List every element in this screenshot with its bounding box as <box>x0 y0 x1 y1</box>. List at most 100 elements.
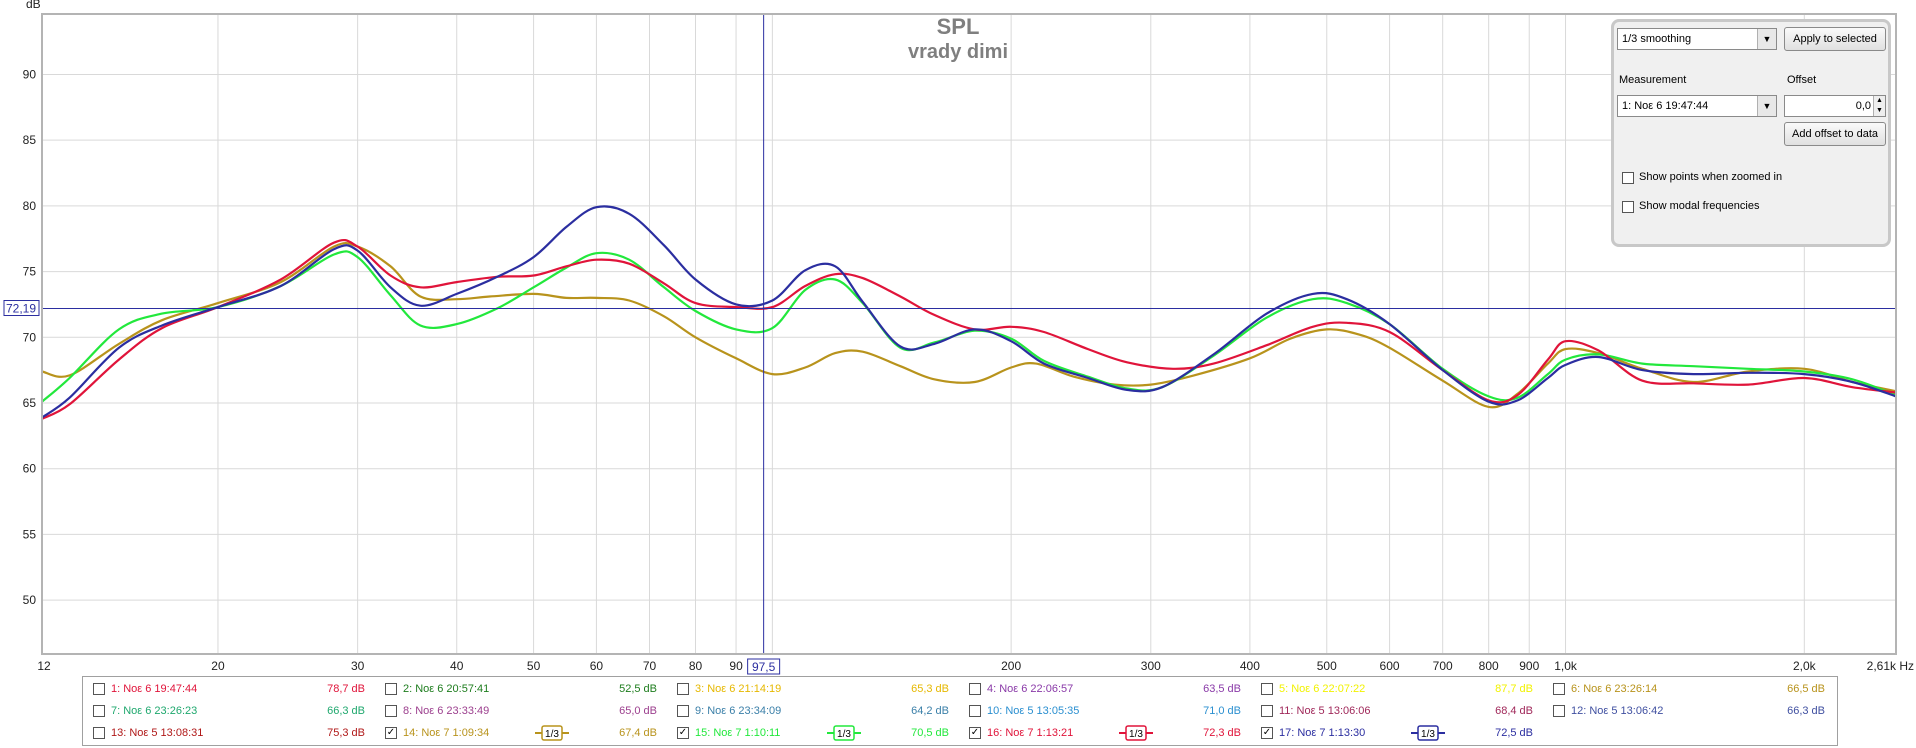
legend-item[interactable]: ✓ 17: Noε 7 1:13:30 1/3 72,5 dB <box>1261 725 1533 741</box>
smoothing-badge-icon[interactable]: 1/3 <box>1411 725 1445 741</box>
grid <box>42 14 1896 654</box>
offset-value: 0,0 <box>1855 100 1871 112</box>
legend-item[interactable]: ✓ 15: Noε 7 1:10:11 1/3 70,5 dB <box>677 725 949 741</box>
legend-value: 87,7 dB <box>1495 683 1533 695</box>
add-offset-button[interactable]: Add offset to data <box>1784 122 1886 146</box>
legend-value: 65,3 dB <box>911 683 949 695</box>
legend-name: 4: Noε 6 22:06:57 <box>987 683 1074 695</box>
offset-label: Offset <box>1787 74 1817 86</box>
series-line <box>41 205 1897 419</box>
show-points-checkbox[interactable] <box>1622 172 1634 184</box>
legend-checkbox[interactable] <box>677 705 689 717</box>
x-tick-label: 30 <box>351 659 365 673</box>
x-tick-label: 700 <box>1433 659 1453 673</box>
chevron-down-icon[interactable]: ▼ <box>1757 29 1776 49</box>
legend-item[interactable]: 7: Noε 6 23:26:23 66,3 dB <box>93 703 365 719</box>
legend-item[interactable]: 3: Noε 6 21:14:19 65,3 dB <box>677 681 949 697</box>
legend-value: 72,5 dB <box>1495 727 1533 739</box>
legend-item[interactable]: 5: Noε 6 22:07:22 87,7 dB <box>1261 681 1533 697</box>
legend-checkbox[interactable] <box>677 683 689 695</box>
y-tick-label: 80 <box>23 199 37 213</box>
cursor-x-box <box>747 658 781 675</box>
measurement-select[interactable]: 1: Noε 6 19:47:44 ▼ <box>1617 95 1777 117</box>
y-tick-label: 85 <box>23 133 37 147</box>
legend-item[interactable]: ✓ 14: Noε 7 1:09:34 1/3 67,4 dB <box>385 725 657 741</box>
legend-item[interactable]: 2: Noε 6 20:57:41 52,5 dB <box>385 681 657 697</box>
legend-checkbox[interactable] <box>1553 705 1565 717</box>
spin-down-icon[interactable]: ▼ <box>1873 106 1885 116</box>
y-tick-label: 55 <box>23 527 37 541</box>
legend-item[interactable]: 11: Noε 5 13:06:06 68,4 dB <box>1261 703 1533 719</box>
smoothing-badge-icon[interactable]: 1/3 <box>535 725 569 741</box>
legend-checkbox[interactable] <box>1261 683 1273 695</box>
x-tick-label: 20 <box>211 659 225 673</box>
legend-checkbox[interactable] <box>93 705 105 717</box>
x-tick-label: 800 <box>1479 659 1499 673</box>
smoothing-badge-label: 1/3 <box>1129 729 1143 740</box>
cursor-y-label: 72,19 <box>6 302 36 316</box>
legend-value: 67,4 dB <box>619 727 657 739</box>
spin-up-icon[interactable]: ▲ <box>1873 96 1885 106</box>
legend-checkbox[interactable] <box>1553 683 1565 695</box>
show-modal-checkbox[interactable] <box>1622 201 1634 213</box>
legend-value: 70,5 dB <box>911 727 949 739</box>
apply-to-selected-button[interactable]: Apply to selected <box>1784 27 1886 51</box>
smoothing-badge-icon[interactable]: 1/3 <box>1119 725 1153 741</box>
legend-checkbox[interactable] <box>93 683 105 695</box>
chevron-down-icon[interactable]: ▼ <box>1757 96 1776 116</box>
legend-item[interactable]: 1: Noε 6 19:47:44 78,7 dB <box>93 681 365 697</box>
legend-name: 2: Noε 6 20:57:41 <box>403 683 490 695</box>
legend-checkbox[interactable] <box>969 705 981 717</box>
legend-item[interactable]: 13: Noε 5 13:08:31 75,3 dB <box>93 725 365 741</box>
x-tick-label: 900 <box>1519 659 1539 673</box>
smoothing-badge-box <box>833 725 855 741</box>
x-tick-label: 50 <box>527 659 541 673</box>
legend-item[interactable]: 10: Noε 5 13:05:35 71,0 dB <box>969 703 1241 719</box>
legend-checkbox[interactable]: ✓ <box>1261 727 1273 739</box>
legend-value: 66,3 dB <box>327 705 365 717</box>
legend-item[interactable]: 4: Noε 6 22:06:57 63,5 dB <box>969 681 1241 697</box>
smoothing-badge-icon[interactable]: 1/3 <box>827 725 861 741</box>
offset-input[interactable]: 0,0 ▲ ▼ <box>1784 95 1886 117</box>
smoothing-badge-box <box>1417 725 1439 741</box>
x-tick-label: 12 <box>37 659 51 673</box>
legend-checkbox[interactable]: ✓ <box>385 727 397 739</box>
legend-name: 14: Noε 7 1:09:34 <box>403 727 490 739</box>
legend-name: 17: Noε 7 1:13:30 <box>1279 727 1366 739</box>
legend-item[interactable]: 6: Noε 6 23:26:14 66,5 dB <box>1553 681 1825 697</box>
legend-checkbox[interactable] <box>969 683 981 695</box>
legend-checkbox[interactable] <box>93 727 105 739</box>
legend-item[interactable]: 8: Noε 6 23:33:49 65,0 dB <box>385 703 657 719</box>
spl-chart[interactable]: 72,19 97,5 50 55 60 65 70 75 80 85 90 12 20 30 40 50 60… <box>0 0 1916 676</box>
legend-name: 13: Noε 5 13:08:31 <box>111 727 204 739</box>
cursor-y-box <box>3 300 40 317</box>
legend-name: 12: Noε 5 13:06:42 <box>1571 705 1664 717</box>
cursor-x-label: 97,5 <box>752 660 776 674</box>
show-points-label: Show points when zoomed in <box>1639 171 1783 183</box>
legend-checkbox[interactable] <box>385 705 397 717</box>
legend-item[interactable]: 9: Noε 6 23:34:09 64,2 dB <box>677 703 949 719</box>
legend-item[interactable]: 12: Noε 5 13:06:42 66,3 dB <box>1553 703 1825 719</box>
legend-name: 8: Noε 6 23:33:49 <box>403 705 490 717</box>
x-tick-label: 400 <box>1240 659 1260 673</box>
legend-checkbox[interactable]: ✓ <box>677 727 689 739</box>
legend-checkbox[interactable] <box>1261 705 1273 717</box>
smoothing-select[interactable]: 1/3 smoothing ▼ <box>1617 28 1777 50</box>
legend-name: 1: Noε 6 19:47:44 <box>111 683 198 695</box>
legend-name: 16: Noε 7 1:13:21 <box>987 727 1074 739</box>
curves <box>41 205 1897 420</box>
x-tick-label: 1,0k <box>1554 659 1578 673</box>
legend-value: 63,5 dB <box>1203 683 1241 695</box>
series-line <box>41 238 1897 420</box>
legend-checkbox[interactable] <box>385 683 397 695</box>
legend-value: 68,4 dB <box>1495 705 1533 717</box>
control-panel: 1/3 smoothing ▼ Apply to selected Measur… <box>1611 19 1891 247</box>
legend-checkbox[interactable]: ✓ <box>969 727 981 739</box>
smoothing-value: 1/3 smoothing <box>1622 33 1692 45</box>
smoothing-badge-box <box>541 725 563 741</box>
chart-subtitle: vrady dimi <box>908 41 1008 63</box>
legend-value: 52,5 dB <box>619 683 657 695</box>
legend-item[interactable]: ✓ 16: Noε 7 1:13:21 1/3 72,3 dB <box>969 725 1241 741</box>
smoothing-badge-box <box>1125 725 1147 741</box>
measurement-label: Measurement <box>1619 74 1687 86</box>
